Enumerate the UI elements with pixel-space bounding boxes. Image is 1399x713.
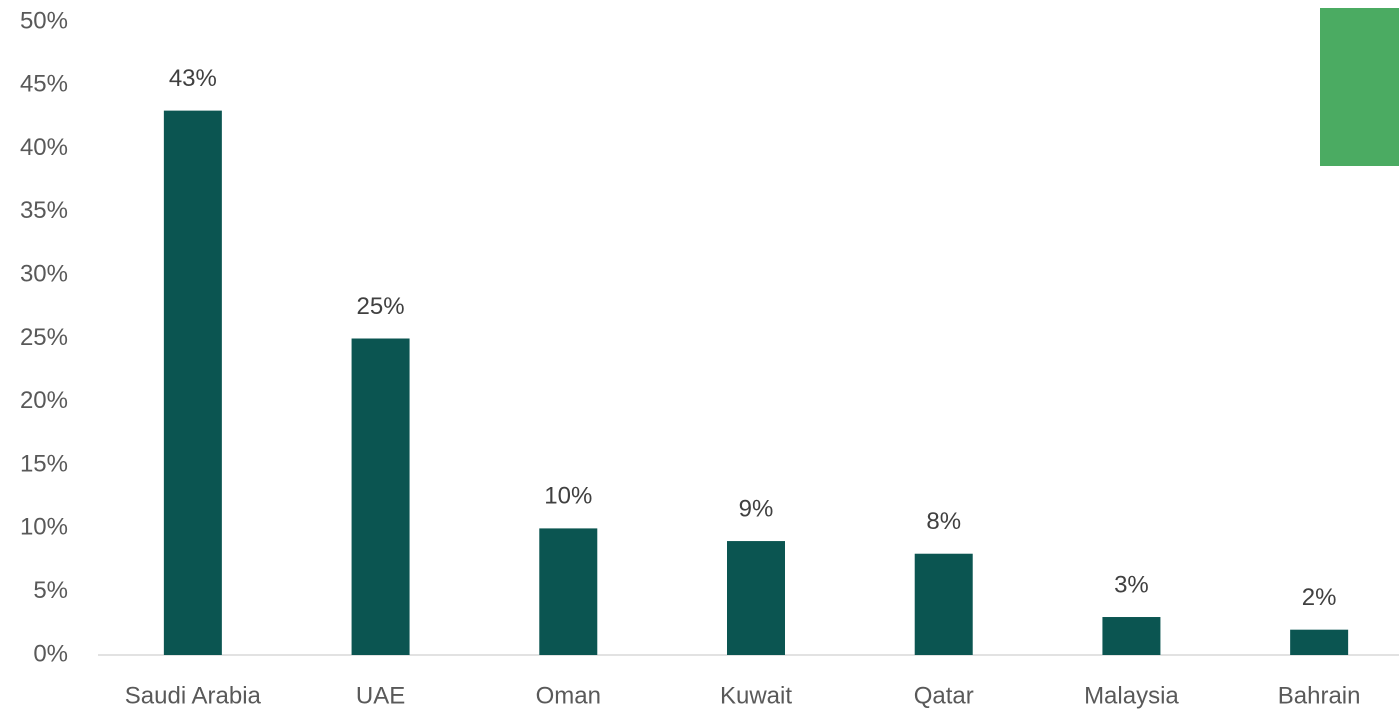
y-tick-label: 10% bbox=[20, 514, 68, 541]
x-tick-label: Kuwait bbox=[720, 682, 792, 709]
y-tick-label: 5% bbox=[33, 577, 68, 604]
x-tick-label: Malaysia bbox=[1084, 682, 1179, 709]
data-label: 43% bbox=[169, 65, 217, 92]
bar bbox=[1102, 617, 1161, 655]
bar bbox=[727, 541, 785, 655]
x-tick-label: Saudi Arabia bbox=[125, 682, 262, 709]
y-tick-label: 45% bbox=[20, 71, 68, 98]
data-label: 9% bbox=[739, 495, 774, 522]
y-tick-label: 25% bbox=[20, 324, 68, 351]
x-tick-label: Bahrain bbox=[1278, 682, 1361, 709]
y-tick-label: 0% bbox=[33, 640, 68, 667]
x-tick-label: Qatar bbox=[914, 682, 974, 709]
data-label: 25% bbox=[357, 293, 405, 320]
y-tick-label: 15% bbox=[20, 450, 68, 477]
data-label: 8% bbox=[926, 508, 961, 535]
bar bbox=[351, 338, 410, 655]
y-tick-label: 40% bbox=[20, 134, 68, 161]
data-label: 2% bbox=[1302, 584, 1337, 611]
data-label: 3% bbox=[1114, 571, 1149, 598]
bar bbox=[163, 110, 222, 656]
y-tick-label: 20% bbox=[20, 387, 68, 414]
y-tick-label: 35% bbox=[20, 197, 68, 224]
bar bbox=[1290, 629, 1349, 655]
y-tick-label: 50% bbox=[20, 7, 68, 34]
x-tick-label: UAE bbox=[356, 682, 405, 709]
y-tick-label: 30% bbox=[20, 261, 68, 288]
legend-swatch bbox=[1320, 8, 1399, 166]
bar bbox=[914, 553, 973, 655]
data-label: 10% bbox=[544, 483, 592, 510]
x-tick-label: Oman bbox=[536, 682, 601, 709]
bar bbox=[539, 528, 598, 655]
